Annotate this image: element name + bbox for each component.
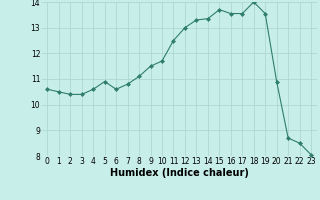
X-axis label: Humidex (Indice chaleur): Humidex (Indice chaleur)	[110, 168, 249, 178]
